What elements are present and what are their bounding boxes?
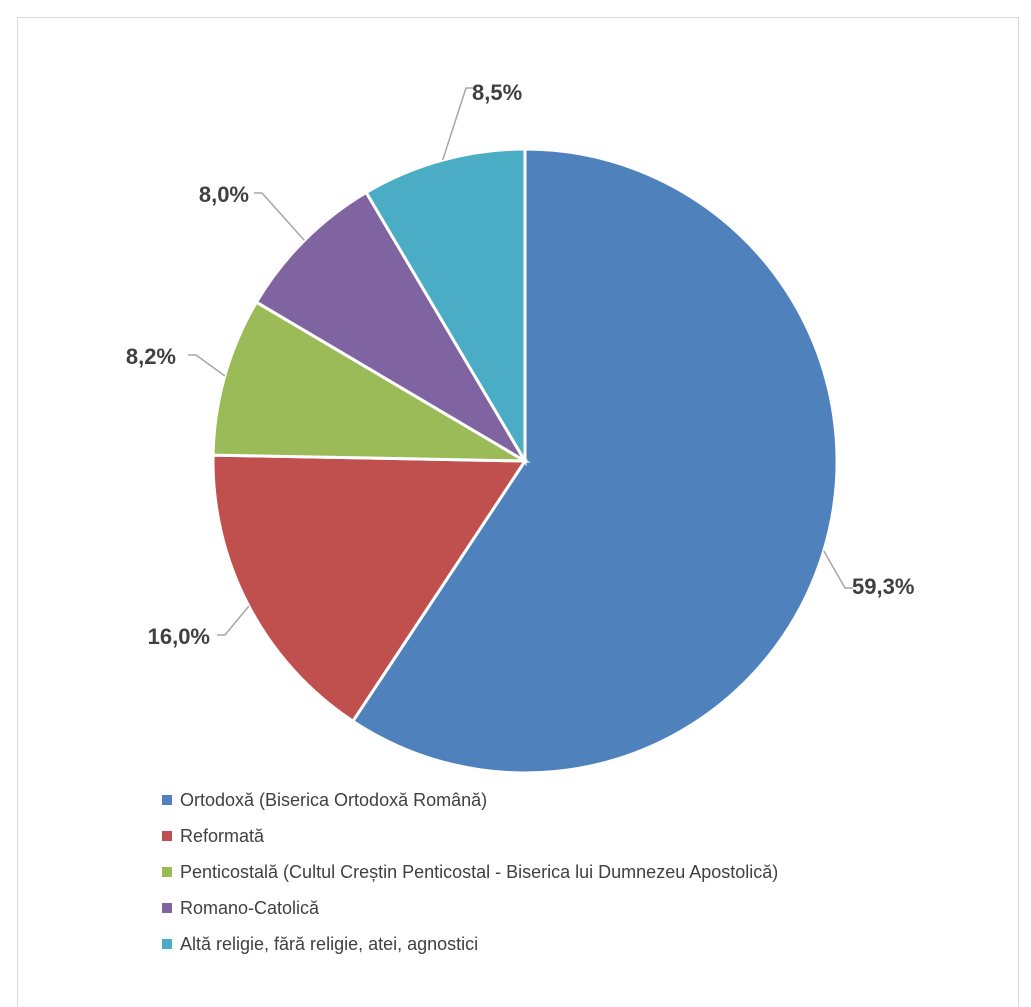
legend-swatch — [162, 831, 172, 841]
data-label: 59,3% — [852, 574, 914, 599]
pie-slices — [211, 147, 839, 775]
data-label: 8,2% — [126, 344, 176, 369]
legend-item: Romano-Catolică — [162, 898, 778, 918]
legend-label: Altă religie, fără religie, atei, agnost… — [180, 933, 479, 954]
legend-label: Reformată — [180, 825, 265, 846]
pie-slice — [211, 453, 528, 724]
chart-frame — [17, 17, 1019, 1007]
leader-line — [188, 354, 226, 377]
leader-line — [217, 605, 250, 636]
legend-item: Ortodoxă (Biserica Ortodoxă Română) — [162, 790, 778, 810]
data-label: 16,0% — [148, 624, 210, 649]
legend-label: Penticostală (Cultul Creștin Penticostal… — [180, 861, 779, 882]
data-label: 8,5% — [472, 80, 522, 105]
legend-item: Reformată — [162, 826, 778, 846]
legend-item: Altă religie, fără religie, atei, agnost… — [162, 934, 778, 954]
leader-line — [823, 550, 853, 589]
leader-lines — [188, 87, 853, 636]
data-label: 8,0% — [199, 182, 249, 207]
legend-item: Penticostală (Cultul Creștin Penticostal… — [162, 862, 778, 882]
pie-slice — [254, 190, 527, 463]
pie-slice — [211, 300, 531, 463]
legend: Ortodoxă (Biserica Ortodoxă Română) Refor… — [162, 790, 778, 970]
legend-label: Romano-Catolică — [180, 897, 320, 918]
legend-swatch — [162, 903, 172, 913]
legend-swatch — [162, 867, 172, 877]
legend-label: Ortodoxă (Biserica Ortodoxă Română) — [180, 789, 488, 810]
pie-slice — [350, 147, 839, 775]
data-labels: 59,3% 16,0% 8,2% 8,0% 8,5% — [126, 80, 915, 649]
leader-line — [441, 87, 474, 161]
leader-line — [254, 192, 305, 241]
legend-swatch — [162, 795, 172, 805]
legend-swatch — [162, 939, 172, 949]
